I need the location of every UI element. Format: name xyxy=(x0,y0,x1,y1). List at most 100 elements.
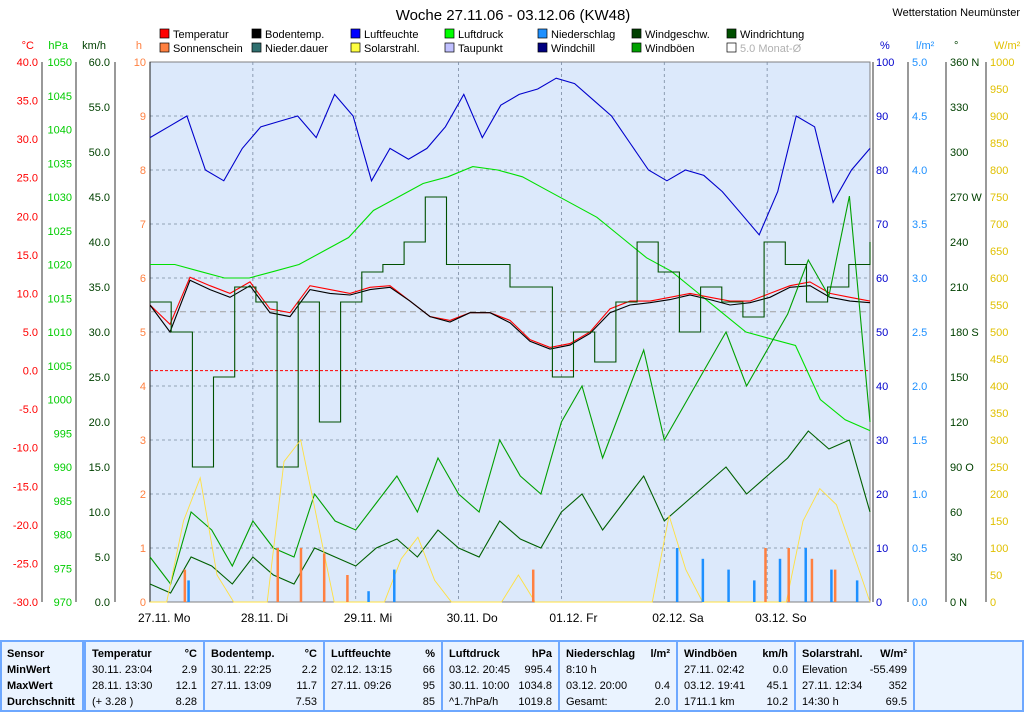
y-tick-label-sun: 5 xyxy=(140,327,146,339)
legend-item: Sonnenschein xyxy=(159,42,243,55)
y-tick-label-humidity: 0 xyxy=(876,597,882,609)
stats-column-name: Solarstrahl. xyxy=(802,648,863,660)
y-tick-label-rain: 0.0 xyxy=(912,597,927,609)
y-tick-label-pressure: 990 xyxy=(54,462,72,474)
x-tick-label: 28.11. Di xyxy=(241,611,288,625)
bar-sonnenschein xyxy=(346,575,349,602)
y-tick-label-direction: 210 xyxy=(950,282,968,294)
y-tick-label-temp: -15.0 xyxy=(13,481,38,493)
y-tick-label-solar: 150 xyxy=(990,516,1008,528)
legend-item: Windchill xyxy=(537,42,595,55)
legend-item: Windböen xyxy=(631,42,695,55)
stats-cell-value: 8.28 xyxy=(175,696,197,708)
y-tick-label-humidity: 40 xyxy=(876,381,888,393)
y-tick-label-wind: 50.0 xyxy=(89,147,110,159)
stats-cell-label: 8:10 h xyxy=(566,664,597,676)
y-tick-label-wind: 5.0 xyxy=(95,552,110,564)
y-tick-label-solar: 100 xyxy=(990,543,1008,555)
legend-swatch xyxy=(444,42,455,53)
y-tick-label-wind: 10.0 xyxy=(89,507,110,519)
legend-swatch xyxy=(350,28,361,39)
y-axis-unit-humidity: % xyxy=(880,40,890,52)
y-tick-label-temp: 15.0 xyxy=(17,250,38,262)
y-tick-label-solar: 350 xyxy=(990,408,1008,420)
y-tick-label-temp: 10.0 xyxy=(17,288,38,300)
legend-swatch xyxy=(159,42,170,53)
series-line-windgeschw xyxy=(149,430,871,594)
x-tick-label: 29.11. Mi xyxy=(344,611,392,625)
y-tick-label-humidity: 50 xyxy=(876,327,888,339)
legend-label: Nieder.dauer xyxy=(265,43,328,55)
series-line-windrichtung xyxy=(150,196,871,468)
y-tick-label-pressure: 1030 xyxy=(48,192,72,204)
y-tick-label-wind: 45.0 xyxy=(89,192,110,204)
y-tick-label-wind: 0.0 xyxy=(95,597,110,609)
stats-cell-value: 11.7 xyxy=(296,680,317,692)
y-tick-label-humidity: 90 xyxy=(876,111,888,123)
bar-sonnenschein xyxy=(183,569,187,602)
y-tick-label-solar: 600 xyxy=(990,273,1008,285)
stats-cell-label: 27.11. 09:26 xyxy=(331,680,392,692)
bar-sonnenschein xyxy=(764,548,767,602)
y-tick-label-humidity: 10 xyxy=(876,543,888,555)
row-label-min: MinWert xyxy=(7,664,51,676)
y-tick-label-direction: 300 xyxy=(950,147,968,159)
y-tick-label-sun: 0 xyxy=(140,597,146,609)
y-tick-label-sun: 10 xyxy=(134,57,146,69)
y-tick-label-direction: 120 xyxy=(950,417,968,429)
chart-legend: Temperatur Sonnenschein Bodentemp. Nieder.d… xyxy=(159,28,804,55)
y-tick-label-solar: 800 xyxy=(990,165,1008,177)
y-tick-label-pressure: 995 xyxy=(54,428,72,440)
stats-cell-value: -55.499 xyxy=(869,664,907,676)
y-tick-label-sun: 3 xyxy=(140,435,146,447)
y-axis-unit-temp: °C xyxy=(22,40,34,52)
y-tick-label-humidity: 20 xyxy=(876,489,888,501)
chart-series xyxy=(149,77,871,603)
legend-label: Luftfeuchte xyxy=(364,29,418,41)
y-tick-label-rain: 4.0 xyxy=(912,165,927,177)
row-label-max: MaxWert xyxy=(7,680,53,692)
y-tick-label-solar: 500 xyxy=(990,327,1008,339)
stats-cell-label: (+ 3.28 ) xyxy=(92,696,134,708)
y-tick-label-temp: -10.0 xyxy=(13,443,38,455)
bar-sonnenschein xyxy=(322,553,326,602)
y-axis-unit-sun: h xyxy=(136,40,142,52)
bar-niederschlag xyxy=(367,591,370,602)
y-tick-label-direction: 330 xyxy=(950,102,968,114)
row-label-sensor: Sensor xyxy=(7,648,45,660)
y-tick-label-pressure: 1040 xyxy=(48,125,72,137)
legend-swatch xyxy=(537,28,548,39)
y-tick-label-wind: 35.0 xyxy=(89,282,110,294)
bar-sonnenschein xyxy=(299,548,303,602)
y-tick-label-sun: 6 xyxy=(140,273,146,285)
y-tick-label-solar: 650 xyxy=(990,246,1008,258)
y-tick-label-direction: 360 N xyxy=(950,57,979,69)
y-tick-label-solar: 850 xyxy=(990,138,1008,150)
y-tick-label-pressure: 1025 xyxy=(48,226,72,238)
y-tick-label-pressure: 975 xyxy=(54,563,72,575)
bar-niederschlag xyxy=(855,580,859,602)
y-tick-label-solar: 750 xyxy=(990,192,1008,204)
stats-column: Temperatur °C 30.11. 23:04 2.9 28.11. 13:30 1… xyxy=(86,642,203,710)
stats-cell-label: 02.12. 13:15 xyxy=(331,664,393,676)
legend-item: Solarstrahl. xyxy=(350,42,420,55)
legend-swatch xyxy=(537,42,548,53)
legend-item: Taupunkt xyxy=(444,42,503,55)
legend-item: Windrichtung xyxy=(726,28,804,41)
legend-item: Windgeschw. xyxy=(631,28,710,41)
stats-column-unit: hPa xyxy=(531,648,552,660)
legend-item: Niederschlag xyxy=(537,28,615,41)
y-tick-label-direction: 90 O xyxy=(950,462,974,474)
bar-niederschlag xyxy=(187,580,190,602)
legend-label: Niederschlag xyxy=(551,29,615,41)
legend-item: Luftfeuchte xyxy=(350,28,418,41)
series-line-windben xyxy=(149,195,871,586)
stats-column-name: Luftfeuchte xyxy=(331,648,391,660)
y-tick-label-solar: 200 xyxy=(990,489,1008,501)
stats-column-name: Bodentemp. xyxy=(211,648,275,660)
y-tick-label-wind: 30.0 xyxy=(89,327,110,339)
stats-column: Windböen km/h 27.11. 02:42 0.0 03.12. 19:41 4… xyxy=(678,642,794,710)
y-tick-label-direction: 30 xyxy=(950,552,962,564)
stats-cell-label: Gesamt: xyxy=(566,696,608,708)
y-tick-label-pressure: 1015 xyxy=(48,293,72,305)
